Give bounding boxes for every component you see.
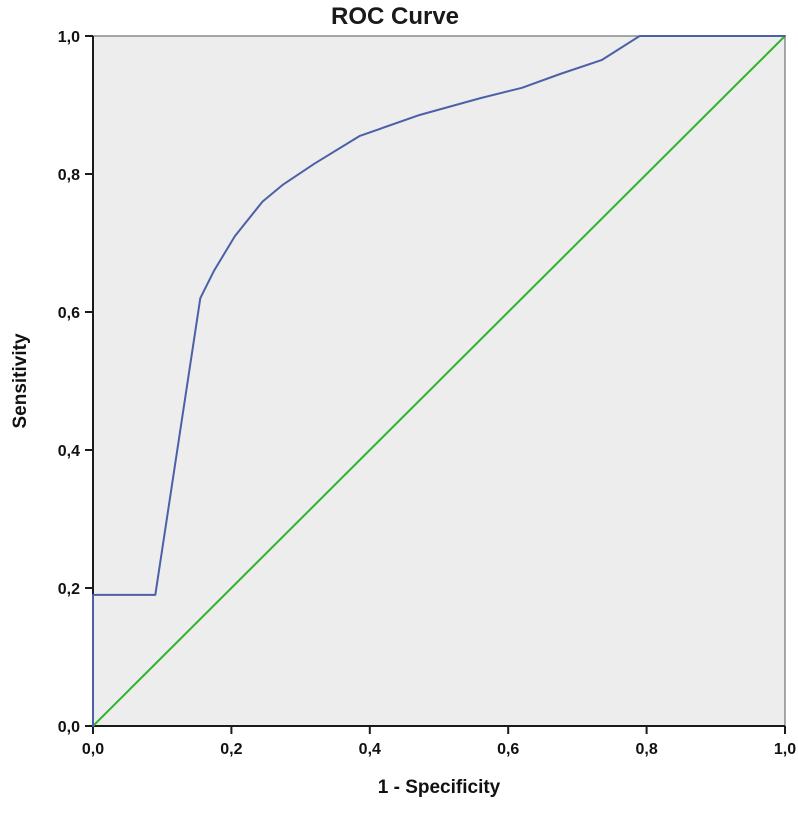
x-tick-label: 0,4 — [359, 741, 381, 758]
y-tick-label: 0,8 — [58, 167, 80, 184]
roc-curve-line — [92, 35, 786, 727]
y-tick-label: 0,0 — [58, 719, 80, 736]
x-tick-label: 0,6 — [497, 741, 519, 758]
x-axis-label: 1 - Specificity — [378, 777, 501, 798]
y-axis-label: Sensitivity — [10, 333, 31, 428]
y-tick-label: 0,2 — [58, 581, 80, 598]
x-tick-label: 0,0 — [82, 741, 104, 758]
y-tick-label: 0,4 — [58, 443, 80, 460]
x-tick-label: 0,8 — [635, 741, 657, 758]
x-tick-label: 0,2 — [220, 741, 242, 758]
chart-title: ROC Curve — [331, 3, 459, 30]
axis-ticks: 0,0 0,2 0,4 0,6 0,8 1,0 0,0 0,2 0,4 0,6 0,8 1,0 — [58, 29, 796, 758]
y-tick-label: 0,6 — [58, 305, 80, 322]
x-tick-label: 1,0 — [774, 741, 796, 758]
reference-diagonal-line — [92, 35, 786, 727]
y-tick-label: 1,0 — [58, 29, 80, 46]
